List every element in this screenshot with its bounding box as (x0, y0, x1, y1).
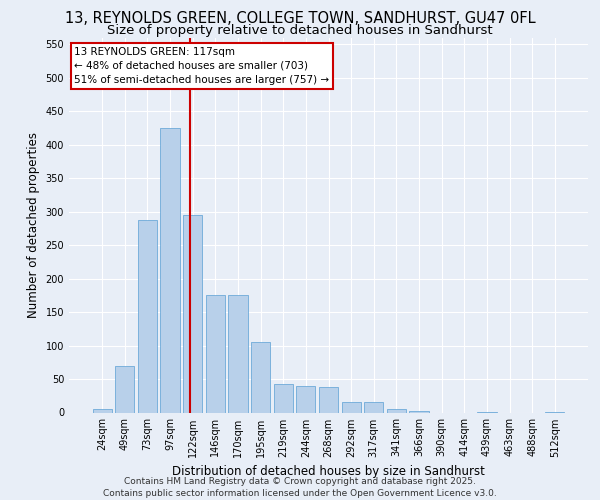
Bar (319, 387, 338, 412)
Bar (251, 342, 270, 412)
Bar (183, 215, 202, 412)
Bar (206, 296, 225, 412)
Bar (229, 296, 248, 412)
Y-axis label: Number of detached properties: Number of detached properties (27, 132, 40, 318)
X-axis label: Distribution of detached houses by size in Sandhurst: Distribution of detached houses by size … (172, 465, 485, 478)
Bar (274, 384, 293, 412)
Bar (92, 409, 112, 412)
Text: Size of property relative to detached houses in Sandhurst: Size of property relative to detached ho… (107, 24, 493, 37)
Bar (296, 386, 316, 412)
Bar (409, 411, 428, 412)
Bar (138, 220, 157, 412)
Bar (387, 409, 406, 412)
Text: 13 REYNOLDS GREEN: 117sqm
← 48% of detached houses are smaller (703)
51% of semi: 13 REYNOLDS GREEN: 117sqm ← 48% of detac… (74, 47, 329, 85)
Bar (341, 402, 361, 412)
Text: 13, REYNOLDS GREEN, COLLEGE TOWN, SANDHURST, GU47 0FL: 13, REYNOLDS GREEN, COLLEGE TOWN, SANDHU… (65, 11, 535, 26)
Bar (364, 402, 383, 412)
Bar (115, 366, 134, 412)
Text: Contains HM Land Registry data © Crown copyright and database right 2025.
Contai: Contains HM Land Registry data © Crown c… (103, 476, 497, 498)
Bar (160, 128, 180, 412)
